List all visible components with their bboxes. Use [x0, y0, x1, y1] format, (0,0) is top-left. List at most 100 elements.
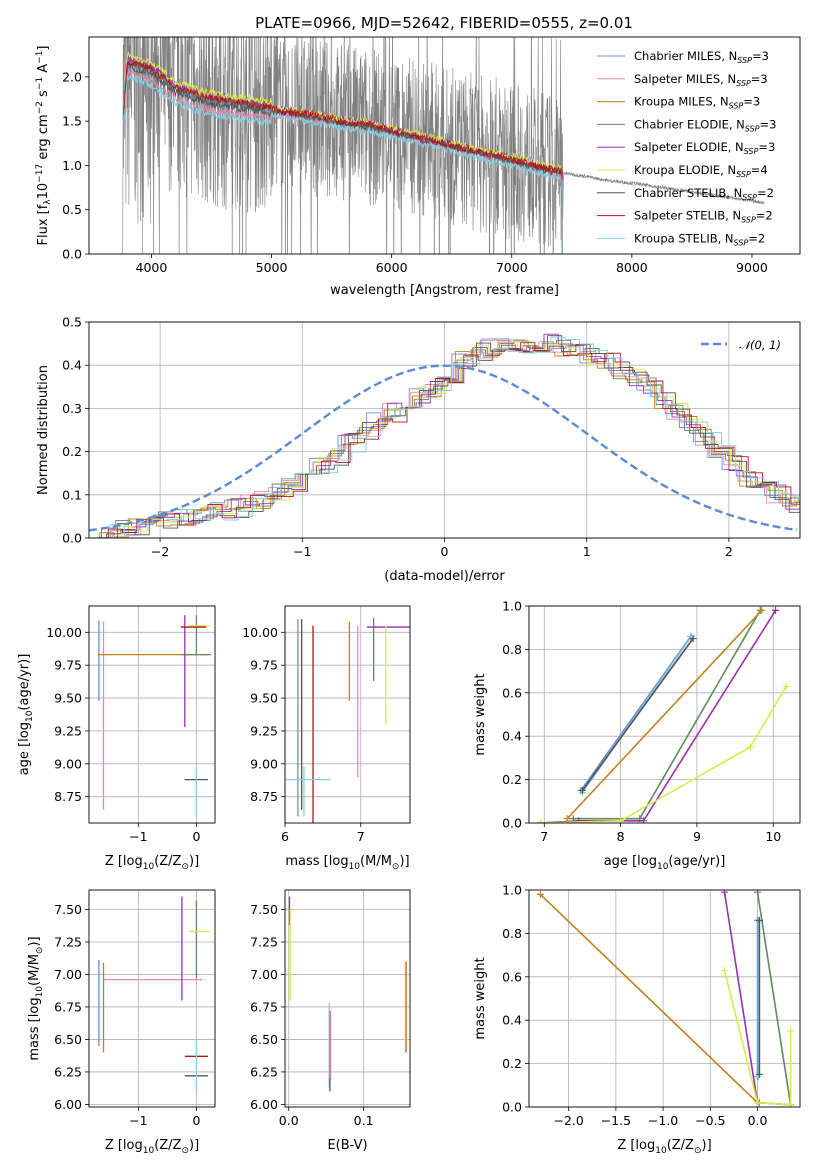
residuals-panel: −2 −1 0 1 2 0.0 0.1 0.2 0.3 0.4 0.5 (data-model)/er…	[36, 315, 801, 584]
label-part: ]	[36, 46, 51, 51]
y-tick-label: 0.2	[502, 772, 522, 787]
errorbar-plot-area	[285, 617, 410, 823]
weight-marker	[755, 916, 763, 924]
x-tick-label: 10	[765, 829, 781, 844]
x-axis-label: Z [log10(Z/Z⊙)]	[617, 1138, 711, 1156]
y-tick-label: 1.5	[62, 114, 82, 129]
x-tick-label: 8	[617, 829, 625, 844]
legend-sub: SSP	[734, 238, 749, 247]
legend-part: Kroupa MILES, N	[634, 95, 729, 109]
y-tick-label: 0.0	[62, 247, 82, 262]
histogram-step-line	[95, 336, 800, 538]
label-part: age [log	[604, 854, 657, 869]
x-tick-label: −2.0	[553, 1113, 583, 1128]
label-part: 10	[36, 183, 51, 200]
x-axis-label: E(B-V)	[327, 1138, 367, 1153]
label-part: (Z/Z	[154, 854, 181, 869]
mass-vs-ebv-panel: 0.0 0.1 6.00 6.25 6.50 6.75 7.00 7.25 7.50 E(B-V)	[250, 889, 411, 1153]
x-tick-label: −1	[129, 829, 147, 844]
weight-marker	[787, 1027, 795, 1035]
y-tick-label: 0.4	[502, 1013, 522, 1028]
label-part: 10	[35, 986, 45, 998]
y-tick-label: 9.75	[54, 658, 82, 673]
label-part: )]	[189, 854, 199, 869]
y-tick-label: 6.00	[54, 1097, 82, 1112]
label-part: (M/M	[27, 954, 42, 986]
legend-entry: Salpeter STELIB, NSSP=2	[634, 209, 773, 225]
weight-line	[566, 609, 763, 820]
y-tick-label: 0.5	[62, 202, 82, 217]
x-tick-label: 7000	[496, 260, 528, 275]
legend-part: =2	[757, 186, 774, 200]
x-tick-label: −1	[293, 544, 311, 559]
label-part: s	[36, 90, 51, 101]
label-part: )]	[27, 936, 42, 946]
legend-sub: SSP	[742, 193, 757, 202]
axes-frame	[88, 605, 216, 824]
x-tick-label: 9	[693, 829, 701, 844]
y-tick-label: 7.00	[250, 967, 278, 982]
y-tick-label: 6.00	[250, 1097, 278, 1112]
label-sub: 10	[143, 862, 155, 872]
legend-part: =4	[751, 163, 768, 177]
label-part: mass [log	[285, 854, 348, 869]
model-spectrum-line	[123, 60, 563, 254]
legend-part: Chabrier STELIB, N	[634, 186, 742, 200]
y-tick-label: 6.50	[54, 1032, 82, 1047]
x-tick-label: 0	[192, 829, 200, 844]
legend-sub: SSP	[736, 170, 751, 179]
axes-frame	[88, 889, 216, 1108]
legend-part: Salpeter ELODIE, N	[634, 140, 744, 154]
figure-title: PLATE=0966, MJD=52642, FIBERID=0555, z=0…	[255, 14, 633, 32]
y-tick-label: 7.00	[54, 967, 82, 982]
y-tick-label: 0.1	[62, 487, 82, 502]
weight-line	[540, 609, 777, 823]
legend-entry: Chabrier MILES, NSSP=3	[634, 49, 769, 65]
histogram-step-line	[92, 335, 800, 538]
y-tick-label: 0.0	[502, 1100, 522, 1115]
weight-line	[539, 893, 760, 1104]
legend-sub: SSP	[741, 216, 756, 225]
weight-marker	[758, 606, 766, 614]
y-tick-label: 9.25	[250, 723, 278, 738]
y-axis-label: Flux [fλ10−17 erg cm−2 s−1 A−1]	[35, 46, 53, 246]
y-tick-label: 0.5	[62, 315, 82, 330]
histogram-step-line	[94, 342, 800, 538]
y-tick-label: 2.0	[62, 69, 82, 84]
mass-vs-z-panel: −1 06.006.256.506.757.007.257.50Z [log10(…	[27, 889, 216, 1156]
weight-marker	[746, 743, 754, 751]
x-tick-label: 6000	[376, 260, 408, 275]
weight-marker	[755, 1070, 763, 1078]
y-tick-label: 7.25	[54, 934, 82, 949]
label-part: (age/yr)]	[668, 854, 725, 869]
x-tick-label: 7	[540, 829, 548, 844]
x-tick-label: 5000	[256, 260, 288, 275]
x-tick-label: 0	[441, 544, 449, 559]
legend-entry: Salpeter ELODIE, NSSP=3	[634, 140, 775, 156]
weight-line	[581, 638, 694, 791]
label-sub: 10	[143, 1146, 155, 1156]
legend-sub: SSP	[744, 147, 759, 156]
label-part: −1	[35, 51, 45, 64]
y-tick-label: 0.6	[502, 685, 522, 700]
weight-marker	[617, 817, 625, 823]
label-part: (Z/Z	[667, 1138, 694, 1153]
weight-marker	[787, 1101, 795, 1107]
label-sub: ⊙	[181, 862, 189, 872]
legend-part: Chabrier ELODIE, N	[634, 117, 745, 131]
legend-part: Kroupa ELODIE, N	[634, 163, 736, 177]
x-tick-label: 8000	[616, 260, 648, 275]
label-part: erg cm	[36, 114, 51, 163]
weight-line	[580, 635, 692, 791]
legend-entry: 𝒩(0, 1)	[739, 338, 781, 352]
y-tick-label: 0.4	[502, 729, 522, 744]
observed-spectrum-line	[122, 37, 765, 254]
label-part: −2	[35, 101, 45, 114]
weight-marker	[536, 890, 544, 898]
x-tick-label: 1	[583, 544, 591, 559]
y-axis-label: mass weight	[473, 957, 488, 1039]
x-axis-label: age [log10(age/yr)]	[604, 854, 726, 872]
weight-marker	[754, 890, 762, 896]
axes-frame	[528, 889, 801, 1108]
y-tick-label: 0.0	[502, 816, 522, 831]
